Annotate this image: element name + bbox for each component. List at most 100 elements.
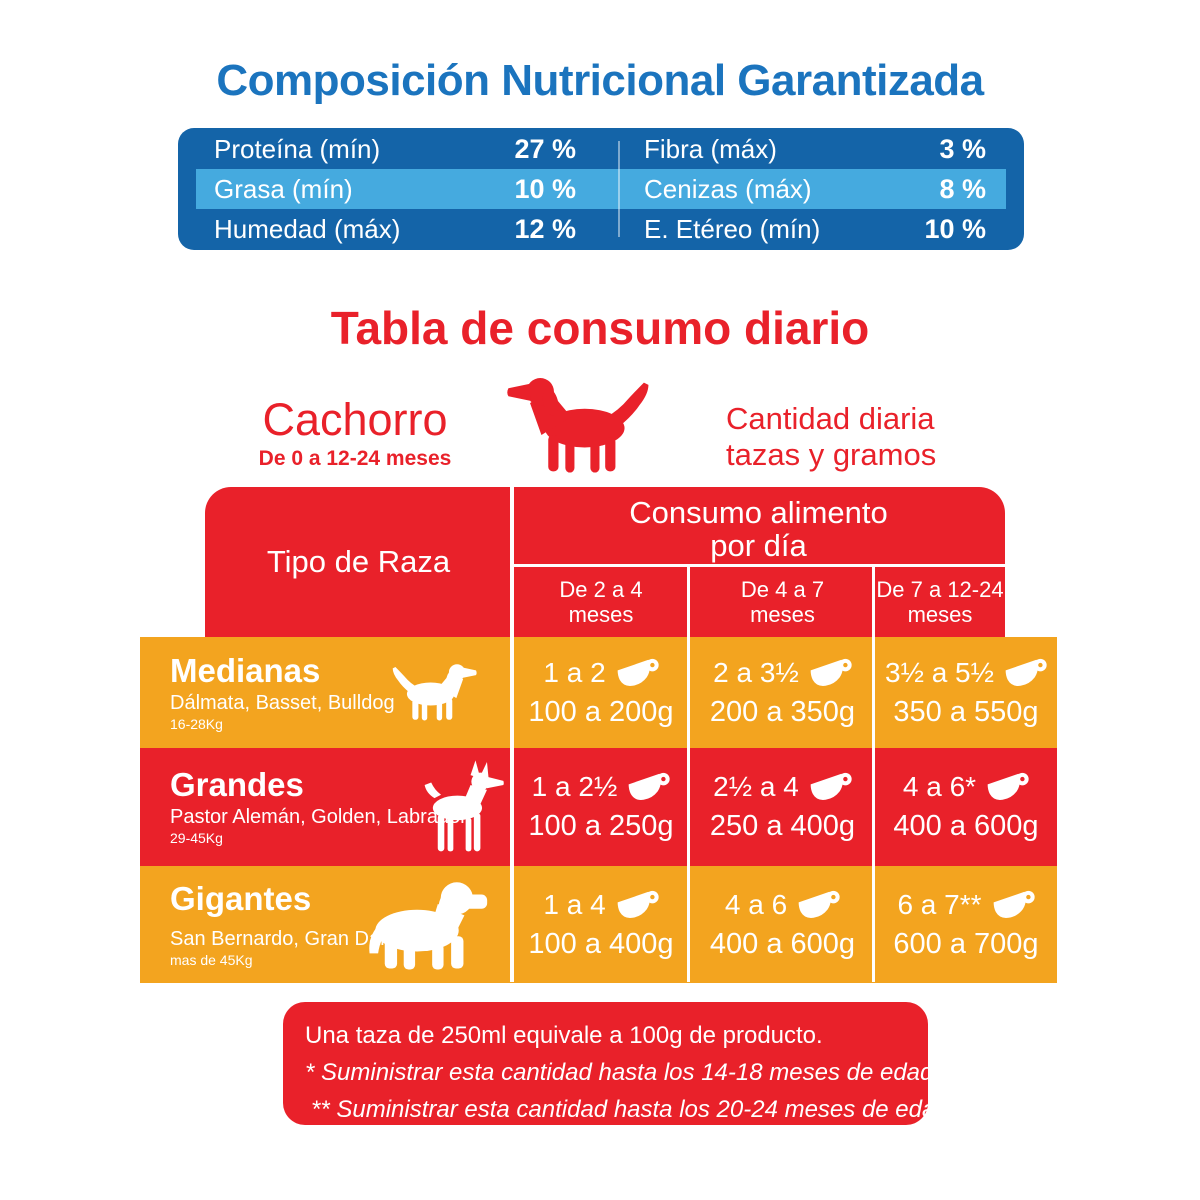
cups-value: 4 a 6 <box>724 888 788 920</box>
nutrition-value: 3 % <box>939 133 986 164</box>
page-title: Composición Nutricional Garantizada <box>216 56 984 105</box>
breed-examples: Dálmata, Basset, Bulldog <box>170 691 395 714</box>
cups-amount: 1 a 2½ <box>532 771 671 803</box>
age-column-line1: De 7 a 12-24 <box>876 577 1004 602</box>
breed-size-name: Grandes <box>170 766 304 803</box>
cups-value: 2 a 3½ <box>713 656 799 688</box>
nutrition-right-column: Fibra (máx) 3 % Cenizas (máx) 8 % E. Eté… <box>644 129 986 249</box>
cup-icon <box>626 771 670 803</box>
age-column-line2: meses <box>568 602 634 627</box>
nutrition-label: Humedad (máx) <box>214 213 401 244</box>
footnote-cup-equivalence: Una taza de 250ml equivale a 100g de pro… <box>305 1022 823 1049</box>
header-horizontal-divider <box>512 564 1005 567</box>
cups-amount: 2½ a 4 <box>713 771 852 803</box>
cup-icon <box>796 889 840 921</box>
nutrition-row: Grasa (mín) 10 % <box>214 169 576 209</box>
nutrition-highlight-stripe <box>196 169 1006 209</box>
age-column-header: De 4 a 7 meses <box>690 567 875 637</box>
nutrition-row: Humedad (máx) 12 % <box>214 209 576 249</box>
nutrition-value: 10 % <box>924 213 986 244</box>
breed-weight-range: mas de 45Kg <box>170 951 253 968</box>
age-column-line1: De 4 a 7 <box>740 577 825 602</box>
cup-icon <box>991 889 1035 921</box>
nutrition-label: E. Etéreo (mín) <box>644 213 821 244</box>
breed-weight-range: 16-28Kg <box>170 715 223 732</box>
age-column-header: De 7 a 12-24 meses <box>875 567 1005 637</box>
cups-value: 1 a 2 <box>543 656 606 688</box>
consumption-table-header: Tipo de Raza Consumo alimento por día De… <box>205 487 1005 637</box>
grams-amount: 100 a 400g <box>528 927 674 960</box>
consumption-cell: 1 a 2½ 100 a 250g <box>512 748 690 866</box>
footnote-box: Una taza de 250ml equivale a 100g de pro… <box>283 1002 956 1125</box>
breed-weight-range: 29-45Kg <box>170 830 223 846</box>
nutrition-label: Cenizas (máx) <box>644 173 812 204</box>
consumption-cell: 3½ a 5½ 350 a 550g <box>875 637 1057 748</box>
consumption-table-title: Tabla de consumo diario <box>330 302 870 354</box>
age-column-line2: meses <box>750 602 815 627</box>
quantity-note-line2: tazas y gramos <box>726 437 937 472</box>
table-column-divider <box>510 487 514 982</box>
grams-amount: 350 a 550g <box>893 695 1039 728</box>
large-dog-icon <box>423 759 505 856</box>
breed-rows: Medianas Dálmata, Basset, Bulldog 16-28K… <box>140 637 1057 983</box>
table-column-divider <box>872 565 875 982</box>
breed-examples: Pastor Alemán, Golden, Labrador <box>170 806 467 828</box>
cup-icon <box>808 771 852 803</box>
grams-amount: 600 a 700g <box>893 927 1039 960</box>
footnote-double-asterisk: ** Suministrar esta cantidad hasta los 2… <box>311 1096 956 1123</box>
medium-dog-icon <box>390 654 478 728</box>
nutrition-row: E. Etéreo (mín) 10 % <box>644 209 986 249</box>
nutrition-value: 27 % <box>514 133 576 164</box>
nutrition-left-column: Proteína (mín) 27 % Grasa (mín) 10 % Hum… <box>214 129 576 249</box>
table-row-gigantes: Gigantes San Bernardo, Gran Danés mas de… <box>140 866 1057 983</box>
breed-type-header: Tipo de Raza <box>266 544 451 579</box>
breed-size-name: Gigantes <box>170 879 312 917</box>
cups-amount: 4 a 6 <box>725 889 840 921</box>
consumption-cell: 1 a 2 100 a 200g <box>512 637 690 748</box>
nutrition-column-divider <box>618 141 620 237</box>
nutrition-label: Fibra (máx) <box>644 133 777 164</box>
consumption-cell: 2½ a 4 250 a 400g <box>690 748 875 866</box>
breed-info: Grandes Pastor Alemán, Golden, Labrador … <box>170 748 510 866</box>
consumption-cell: 1 a 4 100 a 400g <box>512 866 690 983</box>
consumption-per-day-header: Consumo alimento por día <box>512 487 1005 565</box>
nutrition-value: 8 % <box>939 173 986 204</box>
breed-info: Gigantes San Bernardo, Gran Danés mas de… <box>170 866 510 983</box>
cups-value: 1 a 4 <box>543 888 606 920</box>
table-column-divider <box>687 565 690 982</box>
grams-amount: 400 a 600g <box>893 810 1039 842</box>
breed-info: Medianas Dálmata, Basset, Bulldog 16-28K… <box>170 637 510 748</box>
table-row-grandes: Grandes Pastor Alemán, Golden, Labrador … <box>140 748 1057 866</box>
cup-icon <box>1003 657 1047 689</box>
cup-icon <box>615 657 659 689</box>
cups-value: 3½ a 5½ <box>885 656 994 688</box>
nutrition-value: 12 % <box>514 213 576 244</box>
cups-value: 4 a 6* <box>902 771 977 802</box>
nutrition-row: Proteína (mín) 27 % <box>214 129 576 169</box>
nutrition-panel: Proteína (mín) 27 % Grasa (mín) 10 % Hum… <box>178 128 1024 250</box>
consumption-header-line1: Consumo alimento <box>629 495 888 530</box>
cups-amount: 1 a 4 <box>543 889 658 921</box>
giant-dog-icon <box>362 872 490 974</box>
nutrition-row: Fibra (máx) 3 % <box>644 129 986 169</box>
stage-age-range: De 0 a 12-24 meses <box>258 447 452 470</box>
grams-amount: 200 a 350g <box>709 695 856 728</box>
cups-amount: 6 a 7** <box>897 889 1034 921</box>
grams-amount: 400 a 600g <box>709 927 856 960</box>
nutrition-label: Grasa (mín) <box>214 173 353 204</box>
consumption-cell: 2 a 3½ 200 a 350g <box>690 637 875 748</box>
grams-amount: 100 a 250g <box>528 810 674 842</box>
footnote-single-asterisk: * Suministrar esta cantidad hasta los 14… <box>305 1059 941 1086</box>
breed-size-name: Medianas <box>170 651 321 689</box>
quantity-note-line1: Cantidad diaria <box>726 401 935 436</box>
age-column-line1: De 2 a 4 <box>559 577 643 602</box>
consumption-cell: 6 a 7** 600 a 700g <box>875 866 1057 983</box>
cups-amount: 3½ a 5½ <box>885 657 1047 689</box>
grams-amount: 250 a 400g <box>709 810 856 842</box>
cups-value: 1 a 2½ <box>531 771 618 802</box>
grams-amount: 100 a 200g <box>528 695 674 728</box>
cups-amount: 4 a 6* <box>903 771 1029 803</box>
cup-icon <box>985 771 1029 803</box>
nutrition-label: Proteína (mín) <box>214 133 381 164</box>
